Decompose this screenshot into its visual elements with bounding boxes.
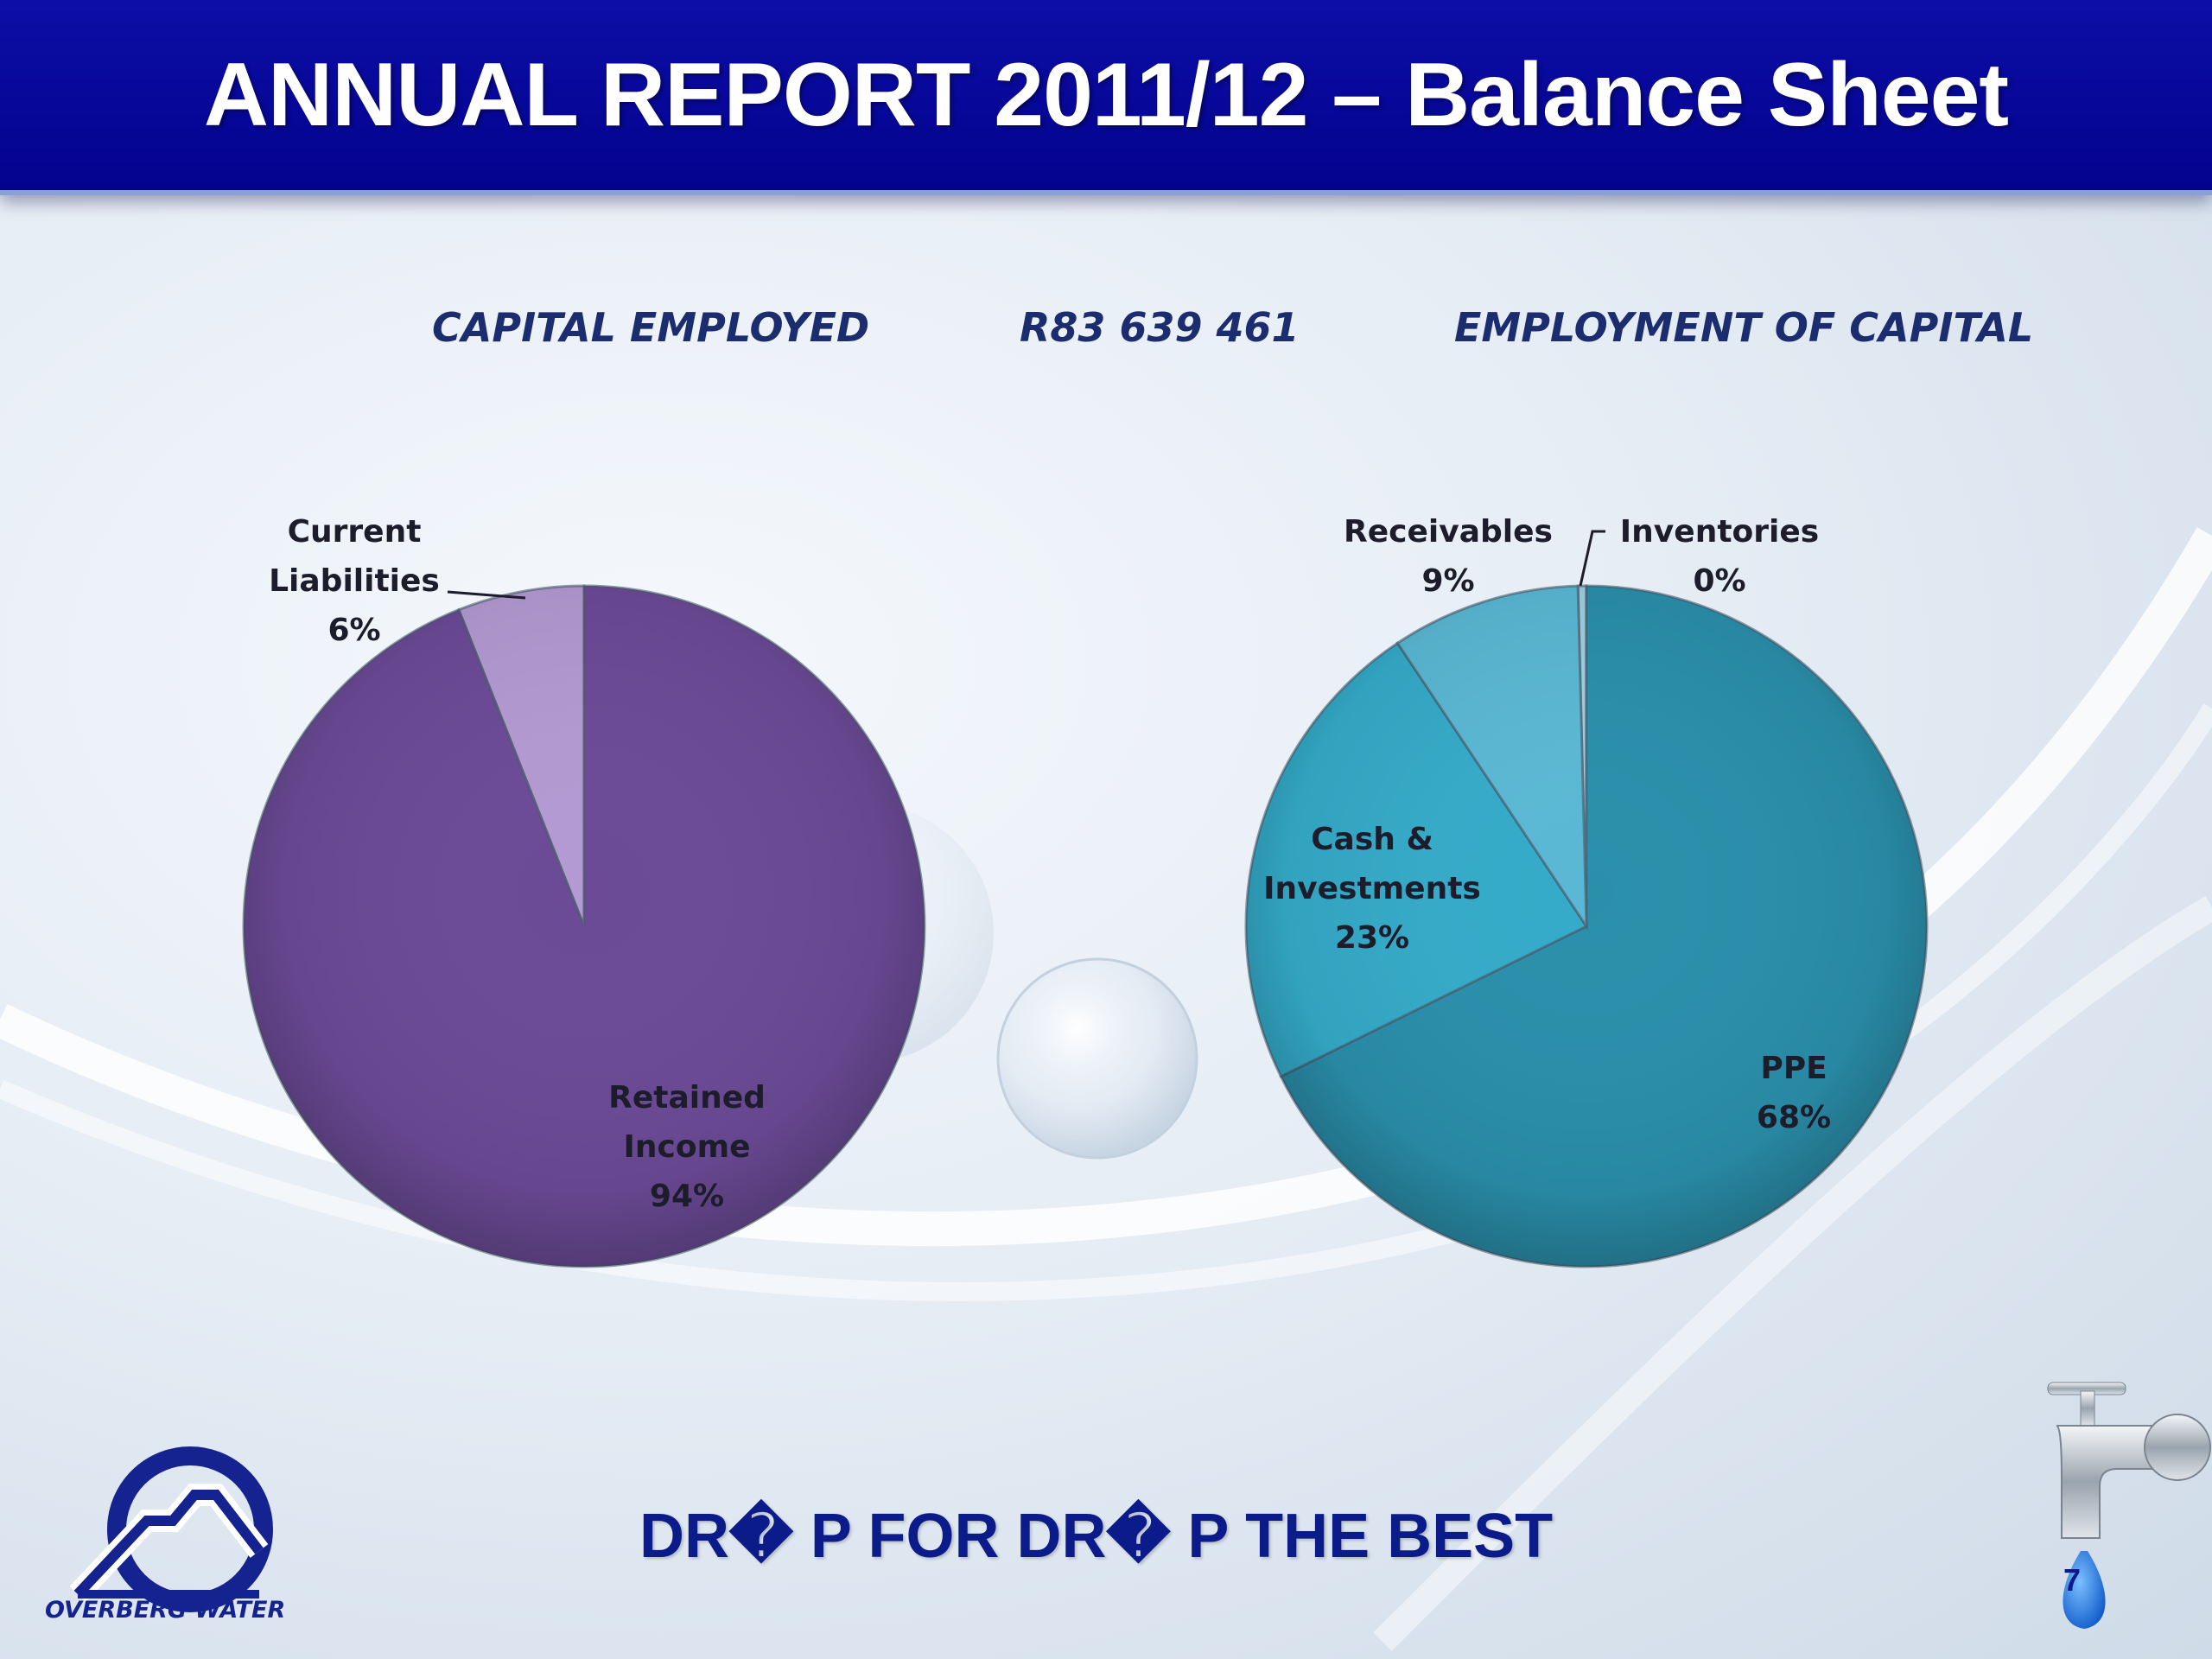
bubble-decoration bbox=[996, 957, 1198, 1160]
pie-label-1-3: Receivables 9% bbox=[1344, 514, 1553, 599]
pie-label-0-1: Retained Income 94% bbox=[608, 1080, 766, 1214]
left-chart-title: CAPITAL EMPLOYED bbox=[432, 304, 870, 351]
page-number: 7 bbox=[2063, 1562, 2082, 1598]
slide-title: ANNUAL REPORT 2011/12 – Balance Sheet bbox=[203, 44, 2009, 145]
total-capital-amount: R83 639 461 bbox=[1020, 304, 1300, 351]
pie-leader-line-0-0 bbox=[447, 590, 526, 600]
overberg-water-logo bbox=[69, 1446, 273, 1612]
pie-slice-0-1 bbox=[242, 584, 926, 1268]
employment-of-capital-pie: Inventories 0% PPE 68% Cash & Investments 23% R… bbox=[1244, 514, 1929, 1268]
water-tap-icon bbox=[2047, 1382, 2211, 1629]
title-bar: ANNUAL REPORT 2011/12 – Balance Sheet bbox=[0, 0, 2212, 195]
pie-label-0-0: Current Liabilities 6% bbox=[269, 514, 440, 648]
pie-leader-line-1-0 bbox=[1579, 530, 1605, 587]
logo-text: OVERBERG WATER bbox=[45, 1597, 286, 1624]
right-chart-title: EMPLOYMENT OF CAPITAL bbox=[1454, 304, 2034, 351]
pie-label-1-1: PPE 68% bbox=[1757, 1051, 1831, 1135]
pie-label-1-2: Cash & Investments 23% bbox=[1263, 822, 1481, 956]
pie-label-1-0: Inventories 0% bbox=[1620, 514, 1819, 599]
slogan-text: DR� P FOR DR� P THE BEST bbox=[639, 1502, 1554, 1571]
capital-employed-pie: Current Liabilities 6% Retained Income 94% bbox=[242, 514, 926, 1268]
